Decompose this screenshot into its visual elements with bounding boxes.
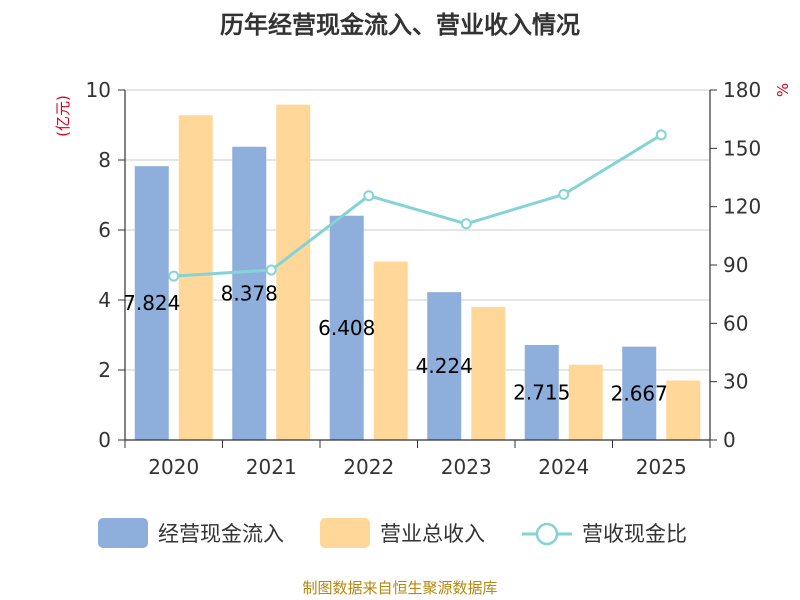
legend-label-ratio: 营收现金比 xyxy=(582,522,687,546)
legend-marker-ratio xyxy=(535,522,559,546)
ratio-line xyxy=(168,129,667,282)
x-axis-tick-label: 2020 xyxy=(148,455,199,479)
grid xyxy=(125,89,710,371)
legend: 经营现金流入 营业总收入 营收现金比 xyxy=(98,518,687,548)
ratio-point xyxy=(460,218,472,230)
left-axis-unit: (亿元) xyxy=(54,95,72,137)
bar-revenue xyxy=(178,115,213,440)
ratio-line-path xyxy=(173,133,663,278)
ratio-point xyxy=(363,190,375,202)
bar-cash-inflow xyxy=(524,344,559,440)
right-axis-unit: % xyxy=(774,83,792,97)
x-axis-tick-label: 2022 xyxy=(343,455,394,479)
right-axis-tick-label: 30 xyxy=(723,370,748,394)
legend-item-revenue[interactable]: 营业总收入 xyxy=(320,518,485,548)
left-axis-tick-label: 2 xyxy=(98,358,111,382)
data-label-cash-inflow: 8.378 xyxy=(221,281,278,305)
bar-revenue xyxy=(568,364,603,440)
ratio-point xyxy=(655,129,667,141)
bar-revenue xyxy=(373,261,408,440)
data-label-cash-inflow: 2.667 xyxy=(611,381,668,405)
data-label-cash-inflow: 6.408 xyxy=(318,316,375,340)
left-axis-tick-label: 6 xyxy=(98,218,111,242)
legend-item-ratio[interactable]: 营收现金比 xyxy=(522,522,687,546)
legend-label-cash-inflow: 经营现金流入 xyxy=(158,522,284,546)
ratio-point xyxy=(265,264,277,276)
data-labels: 7.824 8.378 6.408 4.224 2.715 2.667 xyxy=(123,281,668,405)
right-axis-tick-label: 90 xyxy=(723,253,748,277)
data-label-cash-inflow: 2.715 xyxy=(513,380,570,404)
left-axis-tick-label: 0 xyxy=(98,428,111,452)
left-axis-tick-label: 4 xyxy=(98,288,111,312)
bar-cash-inflow xyxy=(134,166,169,440)
axes: 0 2 4 6 8 10 0 30 60 90 120 150 180 2020 2021 2022 2023 2… xyxy=(86,78,762,479)
right-axis-tick-label: 150 xyxy=(723,136,761,160)
right-axis-tick-label: 60 xyxy=(723,311,748,335)
ratio-point xyxy=(558,188,570,200)
data-label-cash-inflow: 7.824 xyxy=(123,291,180,315)
bar-revenue xyxy=(471,307,506,440)
bar-cash-inflow xyxy=(329,215,364,440)
left-axis-tick-label: 8 xyxy=(98,148,111,172)
bar-cash-inflow xyxy=(427,292,462,440)
right-axis-tick-label: 180 xyxy=(723,78,761,102)
legend-swatch-revenue xyxy=(320,518,370,548)
legend-swatch-cash-inflow xyxy=(98,518,148,548)
x-axis-tick-label: 2021 xyxy=(246,455,297,479)
x-axis-tick-label: 2024 xyxy=(538,455,589,479)
data-label-cash-inflow: 4.224 xyxy=(416,354,473,378)
x-axis-tick-label: 2025 xyxy=(636,455,687,479)
bar-revenue xyxy=(276,104,311,440)
x-axis-tick-label: 2023 xyxy=(441,455,492,479)
bars xyxy=(134,104,701,440)
bar-cash-inflow xyxy=(622,346,657,440)
bar-cash-inflow xyxy=(232,146,267,440)
ratio-point xyxy=(168,270,180,282)
legend-item-cash-inflow[interactable]: 经营现金流入 xyxy=(98,518,284,548)
legend-label-revenue: 营业总收入 xyxy=(380,522,485,546)
right-axis-tick-label: 0 xyxy=(723,428,736,452)
chart-title: 历年经营现金流入、营业收入情况 xyxy=(220,11,580,39)
bar-revenue xyxy=(666,380,701,440)
left-axis-tick-label: 10 xyxy=(86,78,111,102)
right-axis-tick-label: 120 xyxy=(723,195,761,219)
source-footer: 制图数据来自恒生聚源数据库 xyxy=(302,579,497,597)
